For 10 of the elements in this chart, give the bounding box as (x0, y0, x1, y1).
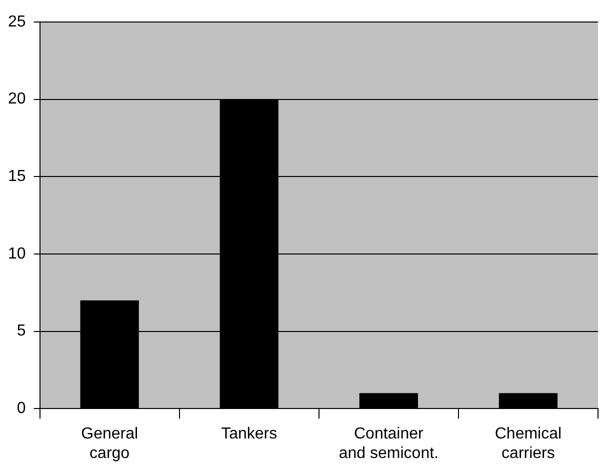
y-tick-label: 10 (8, 245, 26, 262)
y-tick-label: 5 (16, 322, 26, 340)
y-tick-label: 20 (8, 90, 26, 108)
y-tick-label: 15 (8, 168, 26, 186)
x-tick-label: Container and semicont. (338, 426, 438, 462)
x-tick-label: Tankers (221, 426, 278, 443)
y-tick-label: 25 (8, 13, 26, 30)
x-tick-label: General cargo (81, 426, 138, 462)
y-tick-label: 0 (16, 400, 26, 418)
x-tick-label: Chemical carriers (494, 426, 562, 462)
